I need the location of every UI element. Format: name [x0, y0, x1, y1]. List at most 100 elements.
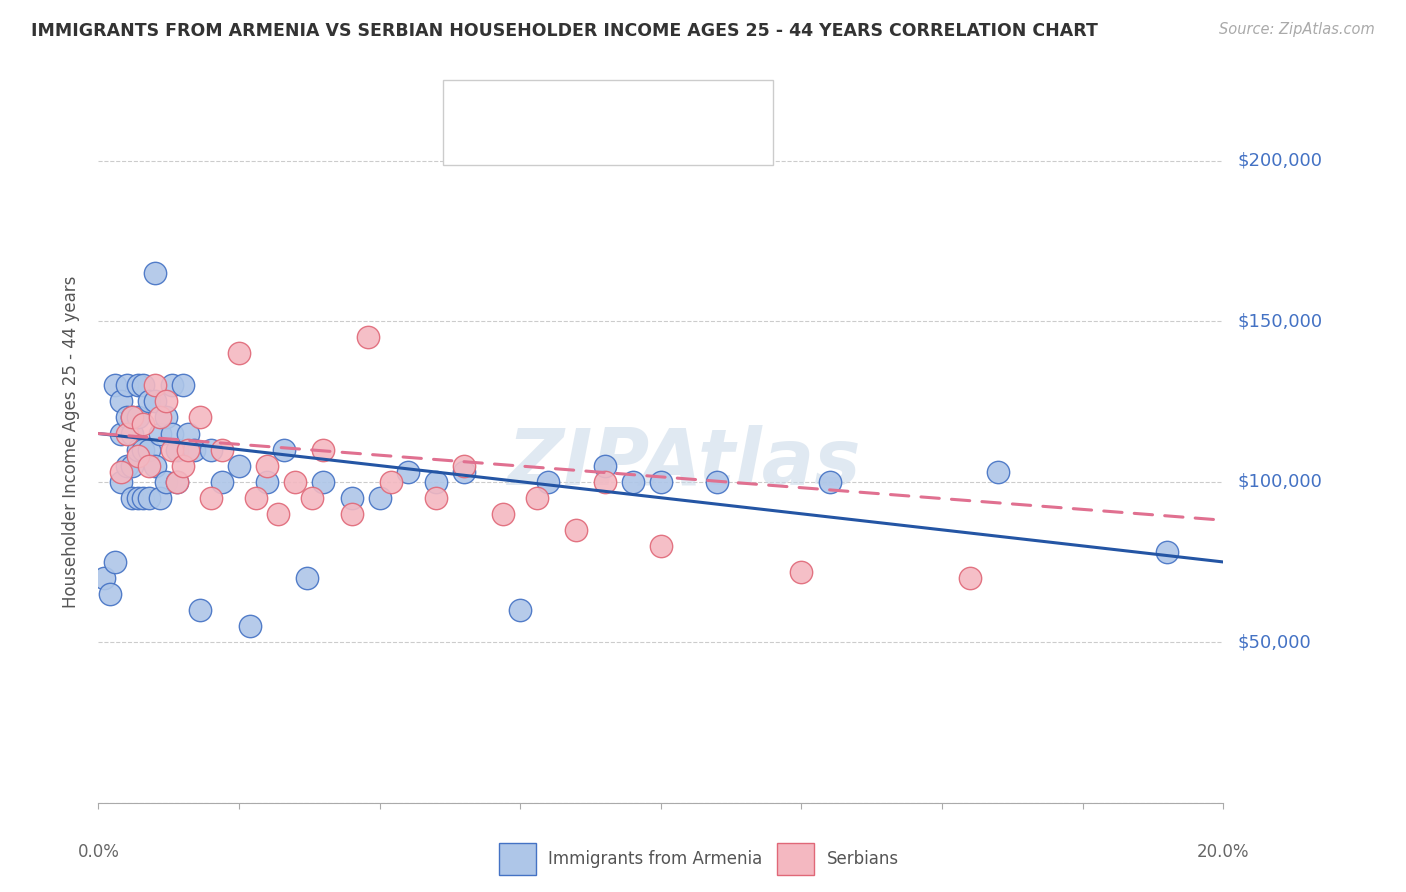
Text: $200,000: $200,000 [1237, 152, 1322, 169]
Text: N =: N = [648, 94, 679, 112]
Point [295, 571, 318, 585]
Point [425, 491, 447, 505]
FancyBboxPatch shape [453, 128, 499, 157]
Point [284, 475, 307, 489]
Point [143, 394, 166, 409]
Point [200, 442, 222, 457]
Text: 61: 61 [697, 94, 720, 112]
Point [127, 449, 149, 463]
Point [115, 410, 138, 425]
Point [149, 410, 172, 425]
Point [93, 571, 115, 585]
Point [166, 442, 188, 457]
Point [340, 507, 363, 521]
Point [273, 442, 295, 457]
Text: 0.0%: 0.0% [77, 843, 120, 861]
Point [155, 410, 177, 425]
Point [183, 442, 205, 457]
Point [121, 491, 143, 505]
Text: $50,000: $50,000 [1237, 633, 1310, 651]
Point [211, 442, 233, 457]
Text: 20.0%: 20.0% [1197, 843, 1250, 861]
Point [565, 523, 588, 537]
Point [160, 442, 183, 457]
Point [593, 458, 616, 473]
Point [143, 266, 166, 280]
Text: Source: ZipAtlas.com: Source: ZipAtlas.com [1219, 22, 1375, 37]
Point [121, 410, 143, 425]
Point [160, 378, 183, 392]
Text: $100,000: $100,000 [1237, 473, 1322, 491]
Point [138, 442, 160, 457]
Point [380, 475, 402, 489]
Text: R =: R = [506, 94, 537, 112]
Point [115, 378, 138, 392]
Point [110, 426, 132, 441]
Point [211, 475, 233, 489]
Point [98, 587, 121, 601]
Point [121, 458, 143, 473]
Point [959, 571, 981, 585]
Text: -0.226: -0.226 [558, 133, 619, 151]
Text: Immigrants from Armenia: Immigrants from Armenia [548, 849, 762, 868]
Point [818, 475, 841, 489]
Point [357, 330, 380, 344]
Text: IMMIGRANTS FROM ARMENIA VS SERBIAN HOUSEHOLDER INCOME AGES 25 - 44 YEARS CORRELA: IMMIGRANTS FROM ARMENIA VS SERBIAN HOUSE… [31, 22, 1098, 40]
Point [368, 491, 391, 505]
Point [312, 475, 335, 489]
Point [172, 458, 194, 473]
Point [149, 491, 172, 505]
Point [160, 426, 183, 441]
Point [166, 475, 188, 489]
Point [188, 603, 211, 617]
Point [127, 378, 149, 392]
Point [115, 458, 138, 473]
Point [138, 491, 160, 505]
Point [132, 442, 155, 457]
Point [425, 475, 447, 489]
Point [166, 475, 188, 489]
Point [115, 426, 138, 441]
Text: N =: N = [648, 133, 679, 151]
Point [110, 475, 132, 489]
Point [526, 491, 548, 505]
Point [790, 565, 813, 579]
Y-axis label: Householder Income Ages 25 - 44 years: Householder Income Ages 25 - 44 years [62, 276, 80, 607]
Point [509, 603, 531, 617]
Point [245, 491, 267, 505]
Point [228, 346, 250, 360]
Point [132, 417, 155, 431]
Point [127, 442, 149, 457]
FancyBboxPatch shape [443, 80, 773, 165]
FancyBboxPatch shape [453, 89, 499, 117]
Point [143, 378, 166, 392]
Point [1156, 545, 1178, 559]
Point [706, 475, 728, 489]
Point [301, 491, 323, 505]
Text: -0.281: -0.281 [558, 94, 617, 112]
Point [143, 458, 166, 473]
Point [155, 475, 177, 489]
Point [121, 426, 143, 441]
Point [104, 378, 127, 392]
Point [104, 555, 127, 569]
Text: R =: R = [506, 133, 537, 151]
Point [340, 491, 363, 505]
Text: ZIPAtlas: ZIPAtlas [506, 425, 860, 501]
Point [127, 410, 149, 425]
Point [127, 491, 149, 505]
Point [256, 475, 278, 489]
Point [537, 475, 560, 489]
Point [650, 539, 672, 553]
Point [228, 458, 250, 473]
FancyBboxPatch shape [499, 843, 536, 874]
Point [593, 475, 616, 489]
Point [492, 507, 515, 521]
Point [239, 619, 262, 633]
Point [132, 491, 155, 505]
Point [110, 465, 132, 479]
Text: 35: 35 [697, 133, 720, 151]
Point [312, 442, 335, 457]
Point [256, 458, 278, 473]
Point [177, 442, 200, 457]
